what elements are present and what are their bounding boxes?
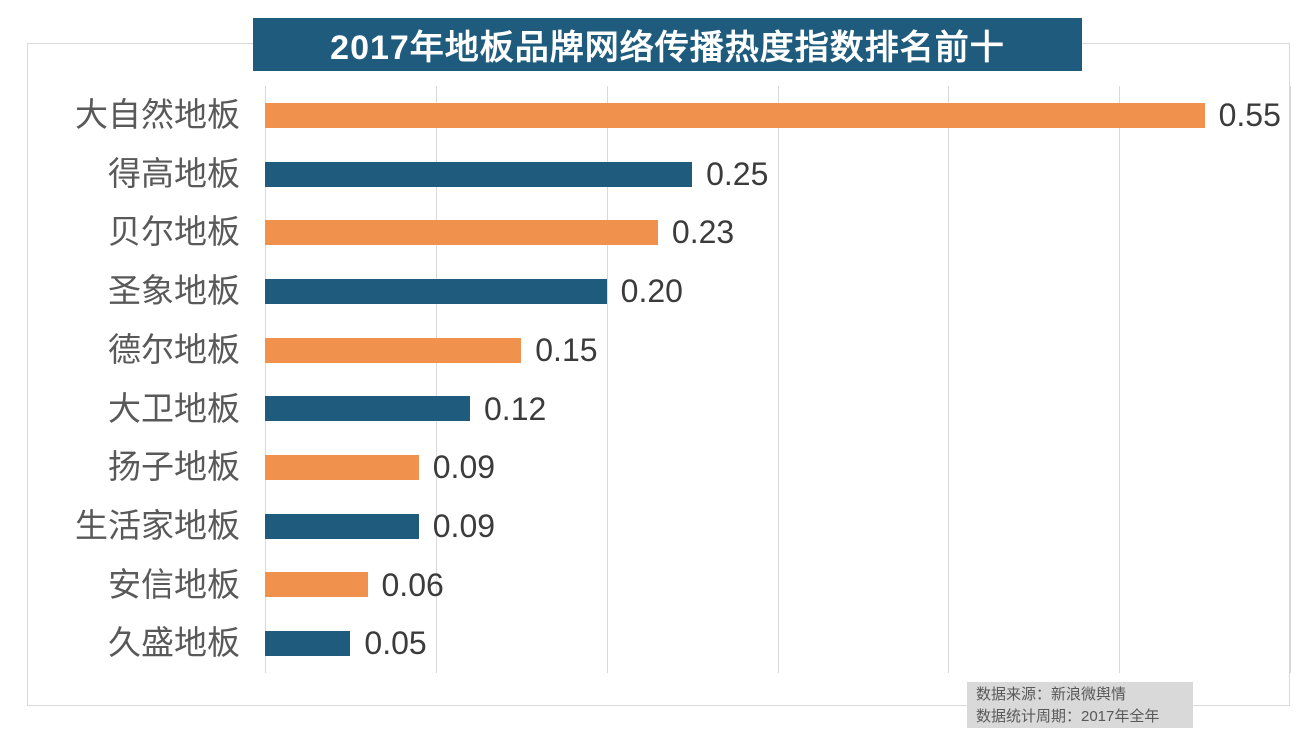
plot-area: 0.55 0.25 0.23 0.20 0.15 0.12 0.09 0.09 0.06 0.05 <box>265 86 1291 673</box>
bar <box>265 631 351 657</box>
bar <box>265 513 419 539</box>
chart-title-banner: 2017年地板品牌网络传播热度指数排名前十 <box>253 18 1082 71</box>
bar <box>265 455 419 481</box>
bar-value-label: 0.55 <box>1218 97 1281 133</box>
bar-value-label: 0.15 <box>535 331 598 368</box>
category-label: 圣象地板 <box>108 272 240 310</box>
category-label: 得高地板 <box>108 154 240 192</box>
category-label: 安信地板 <box>108 565 240 603</box>
bar <box>265 161 693 187</box>
gridline <box>435 86 437 673</box>
bar-value-label: 0.06 <box>381 566 444 603</box>
gridline <box>948 86 950 673</box>
category-label: 贝尔地板 <box>108 213 240 251</box>
bar <box>265 572 368 598</box>
bar <box>265 220 658 246</box>
bar <box>265 278 607 304</box>
gridline <box>265 86 266 673</box>
category-label: 扬子地板 <box>108 448 240 486</box>
bar-value-label: 0.12 <box>484 390 547 427</box>
category-axis: 大自然地板得高地板贝尔地板圣象地板德尔地板大卫地板扬子地板生活家地板安信地板久盛… <box>27 86 240 673</box>
bar-value-label: 0.23 <box>671 214 735 251</box>
chart-title: 2017年地板品牌网络传播热度指数排名前十 <box>330 29 1005 67</box>
category-label: 久盛地板 <box>108 624 240 662</box>
period-line: 数据统计周期：2017年全年 <box>976 708 1160 725</box>
category-label: 大自然地板 <box>75 96 240 133</box>
gridline <box>777 86 779 673</box>
bar <box>265 102 1205 128</box>
gridline <box>1119 86 1121 673</box>
bar-value-label: 0.09 <box>432 507 496 544</box>
gridline <box>606 86 608 673</box>
bar-value-label: 0.25 <box>706 155 769 192</box>
source-note: 数据来源：新浪微舆情 数据统计周期：2017年全年 <box>967 682 1193 728</box>
bar-value-label: 0.09 <box>432 449 496 486</box>
gridline <box>1290 86 1291 673</box>
source-line: 数据来源：新浪微舆情 <box>976 686 1127 703</box>
bar <box>265 396 470 422</box>
bar-value-label: 0.05 <box>364 625 427 662</box>
category-label: 德尔地板 <box>108 330 240 368</box>
bar <box>265 337 522 363</box>
category-label: 大卫地板 <box>108 389 240 427</box>
category-label: 生活家地板 <box>75 506 240 544</box>
bar-value-label: 0.20 <box>620 273 683 310</box>
